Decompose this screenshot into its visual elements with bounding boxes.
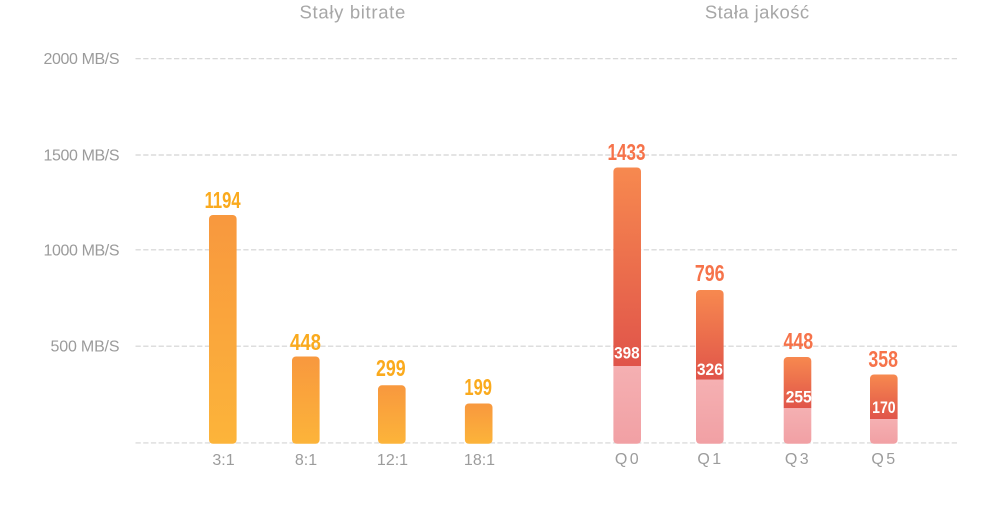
svg-text:1433: 1433 (608, 139, 646, 165)
svg-text:796: 796 (695, 260, 725, 286)
svg-text:326: 326 (697, 361, 723, 379)
svg-text:12:1: 12:1 (377, 452, 408, 469)
svg-text:2000 MB/S: 2000 MB/S (44, 51, 120, 68)
svg-text:Stały bitrate: Stały bitrate (300, 1, 406, 22)
svg-text:8:1: 8:1 (295, 452, 317, 469)
svg-text:199: 199 (464, 374, 492, 400)
svg-text:Q0: Q0 (615, 451, 641, 468)
svg-text:448: 448 (290, 329, 321, 355)
svg-text:1500 MB/S: 1500 MB/S (44, 148, 120, 165)
svg-text:398: 398 (614, 345, 640, 363)
svg-text:448: 448 (783, 328, 813, 354)
svg-text:500 MB/S: 500 MB/S (51, 339, 120, 356)
svg-text:358: 358 (868, 346, 898, 372)
svg-text:Q1: Q1 (697, 451, 723, 468)
svg-text:170: 170 (872, 399, 896, 417)
svg-text:3:1: 3:1 (212, 452, 234, 469)
svg-text:1194: 1194 (205, 187, 241, 213)
svg-text:299: 299 (376, 355, 406, 381)
svg-text:Q5: Q5 (871, 451, 897, 468)
svg-text:1000 MB/S: 1000 MB/S (44, 242, 120, 259)
svg-text:255: 255 (786, 389, 812, 407)
svg-text:Q3: Q3 (785, 451, 811, 468)
svg-text:Stała jakość: Stała jakość (705, 1, 809, 22)
svg-text:18:1: 18:1 (464, 452, 495, 469)
